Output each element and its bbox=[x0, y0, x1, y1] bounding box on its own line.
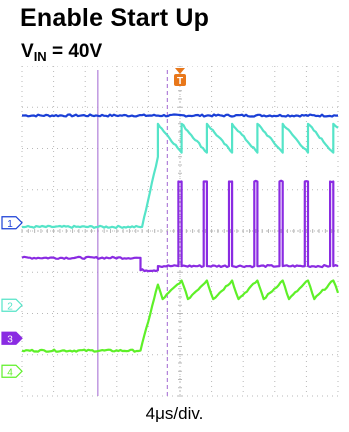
channel-marker-shape bbox=[1, 216, 23, 230]
channel-marker-4: 4 bbox=[1, 364, 23, 378]
channel-marker-3: 3 bbox=[1, 331, 23, 345]
plot-grid bbox=[21, 66, 339, 397]
trigger-arrow-icon bbox=[175, 68, 185, 74]
trace-ch1 bbox=[22, 113, 339, 118]
channel-markers: 1 2 3 4 T bbox=[1, 68, 186, 378]
channel-marker-label: 2 bbox=[7, 301, 13, 312]
channel-marker-2: 2 bbox=[1, 298, 23, 312]
channel-marker-label: 4 bbox=[7, 367, 13, 378]
trace-ch4 bbox=[21, 279, 340, 353]
channel-marker-1: 1 bbox=[1, 216, 23, 230]
channel-marker-shape bbox=[1, 298, 23, 312]
channel-marker-shape bbox=[1, 364, 23, 378]
trigger-box bbox=[174, 74, 186, 86]
cursor-lines bbox=[97, 70, 168, 396]
channel-marker-label: 1 bbox=[7, 219, 13, 230]
trace-ch3 bbox=[21, 179, 339, 273]
oscilloscope-plot: 1 2 3 4 T bbox=[1, 66, 340, 397]
trigger-label: T bbox=[177, 76, 183, 87]
channel-marker-label: 3 bbox=[7, 334, 13, 345]
trace-ch2 bbox=[21, 122, 339, 229]
chart-subtitle: VIN = 40V bbox=[21, 41, 103, 64]
waveform-traces bbox=[21, 113, 340, 353]
chart-title: Enable Start Up bbox=[20, 4, 210, 32]
channel-marker-shape bbox=[1, 331, 23, 345]
trigger-marker: T bbox=[174, 68, 186, 87]
timebase-label: 4μs/div. bbox=[145, 404, 204, 423]
